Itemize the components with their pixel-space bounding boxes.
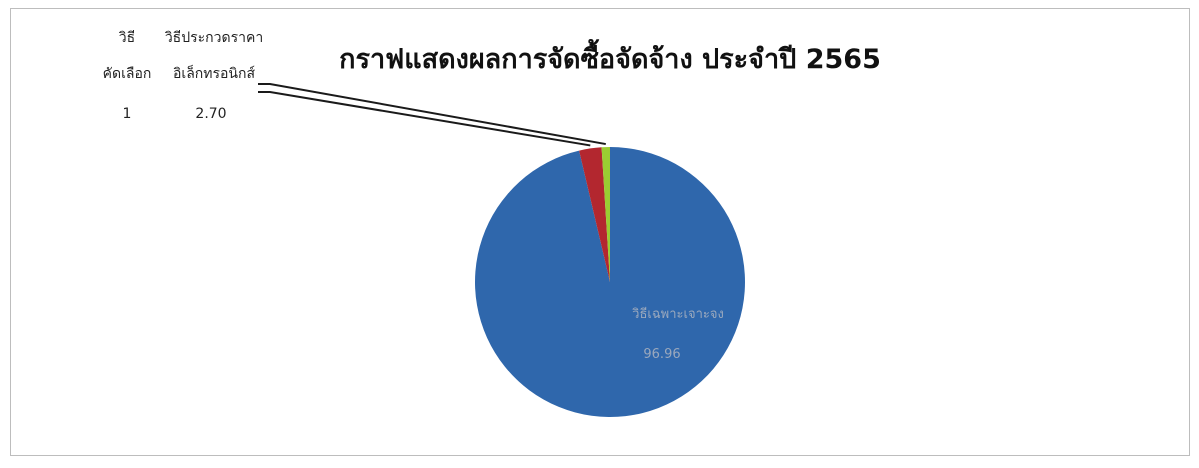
chart-frame xyxy=(10,8,1190,456)
pie-slice-1 xyxy=(579,147,610,282)
slice-label-ebidding-line2: อิเล็กทรอนิกส์ xyxy=(173,64,255,82)
slice-value-specific: 96.96 xyxy=(643,347,680,362)
slice-label-specific: วิธีเฉพาะเจาะจง xyxy=(631,306,723,322)
pie-slices xyxy=(475,147,745,417)
leader-line-1 xyxy=(258,91,591,147)
chart-title: กราฟแสดงผลการจัดซื้อจัดจ้าง ประจำปี 2565 xyxy=(339,38,881,75)
slice-value-selection: 1 xyxy=(123,106,132,122)
slice-value-ebidding: 2.70 xyxy=(195,106,226,122)
leader-lines xyxy=(258,83,606,147)
slice-label-selection-line2: คัดเลือก xyxy=(103,66,152,82)
slice-label-selection-line1: วิธี xyxy=(119,30,136,46)
slice-label-ebidding-line1: วิธีประกวดราคา xyxy=(165,30,264,46)
leader-line-2 xyxy=(258,83,606,146)
pie-slice-2 xyxy=(601,147,610,282)
